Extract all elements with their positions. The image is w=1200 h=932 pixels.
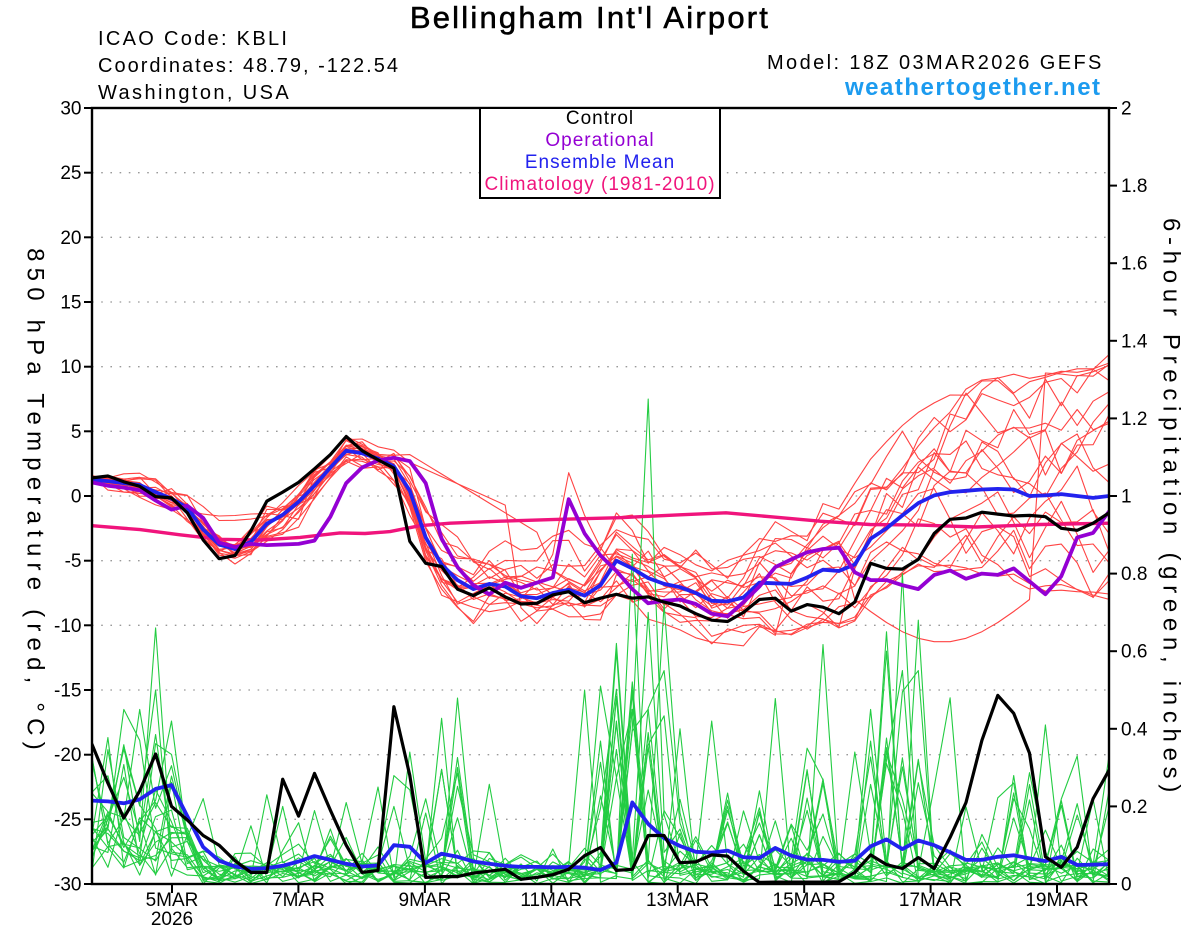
svg-text:2026: 2026: [151, 909, 193, 927]
svg-text:0: 0: [71, 487, 82, 508]
svg-text:5: 5: [71, 422, 82, 443]
svg-text:17MAR: 17MAR: [899, 890, 962, 911]
svg-text:0.2: 0.2: [1121, 797, 1147, 818]
svg-text:-15: -15: [54, 681, 81, 702]
svg-text:9MAR: 9MAR: [399, 890, 452, 911]
svg-text:5MAR: 5MAR: [146, 890, 199, 911]
svg-text:850 hPa Temperature (red, °C): 850 hPa Temperature (red, °C): [22, 248, 49, 756]
svg-text:Coordinates: 48.79, -122.54: Coordinates: 48.79, -122.54: [98, 55, 400, 77]
svg-text:Bellingham Int'l Airport: Bellingham Int'l Airport: [410, 0, 770, 35]
svg-text:Washington, USA: Washington, USA: [98, 82, 291, 104]
svg-text:Model: 18Z 03MAR2026 GEFS: Model: 18Z 03MAR2026 GEFS: [767, 52, 1104, 74]
svg-text:11MAR: 11MAR: [520, 890, 582, 911]
svg-text:Climatology (1981-2010): Climatology (1981-2010): [484, 174, 715, 195]
svg-text:-30: -30: [54, 875, 81, 896]
svg-text:0.8: 0.8: [1121, 564, 1147, 585]
svg-text:7MAR: 7MAR: [272, 890, 325, 911]
svg-text:-10: -10: [54, 616, 81, 637]
svg-text:25: 25: [60, 163, 81, 184]
svg-text:1.6: 1.6: [1121, 254, 1147, 275]
svg-text:6-hour Precipitation (green, i: 6-hour Precipitation (green, inches): [1158, 218, 1185, 798]
svg-text:30: 30: [60, 99, 81, 120]
svg-text:2: 2: [1121, 99, 1132, 120]
svg-text:weathertogether.net: weathertogether.net: [844, 74, 1102, 101]
svg-text:1.2: 1.2: [1121, 409, 1147, 430]
svg-text:1.4: 1.4: [1121, 331, 1148, 352]
svg-text:Ensemble Mean: Ensemble Mean: [525, 152, 675, 173]
svg-text:Operational: Operational: [545, 130, 654, 151]
svg-text:0.6: 0.6: [1121, 642, 1147, 663]
svg-text:19MAR: 19MAR: [1025, 890, 1088, 911]
svg-text:0: 0: [1121, 875, 1132, 896]
svg-text:13MAR: 13MAR: [646, 890, 709, 911]
svg-text:-20: -20: [54, 745, 81, 766]
svg-text:ICAO Code: KBLI: ICAO Code: KBLI: [98, 28, 289, 50]
svg-text:10: 10: [60, 357, 81, 378]
svg-text:-25: -25: [54, 810, 81, 831]
svg-text:-5: -5: [65, 551, 82, 572]
svg-text:1: 1: [1121, 487, 1132, 508]
svg-text:1.8: 1.8: [1121, 176, 1147, 197]
svg-text:0.4: 0.4: [1121, 719, 1148, 740]
svg-text:20: 20: [60, 228, 81, 249]
svg-text:15: 15: [60, 293, 81, 314]
svg-text:15MAR: 15MAR: [773, 890, 836, 911]
svg-text:Control: Control: [566, 108, 634, 129]
